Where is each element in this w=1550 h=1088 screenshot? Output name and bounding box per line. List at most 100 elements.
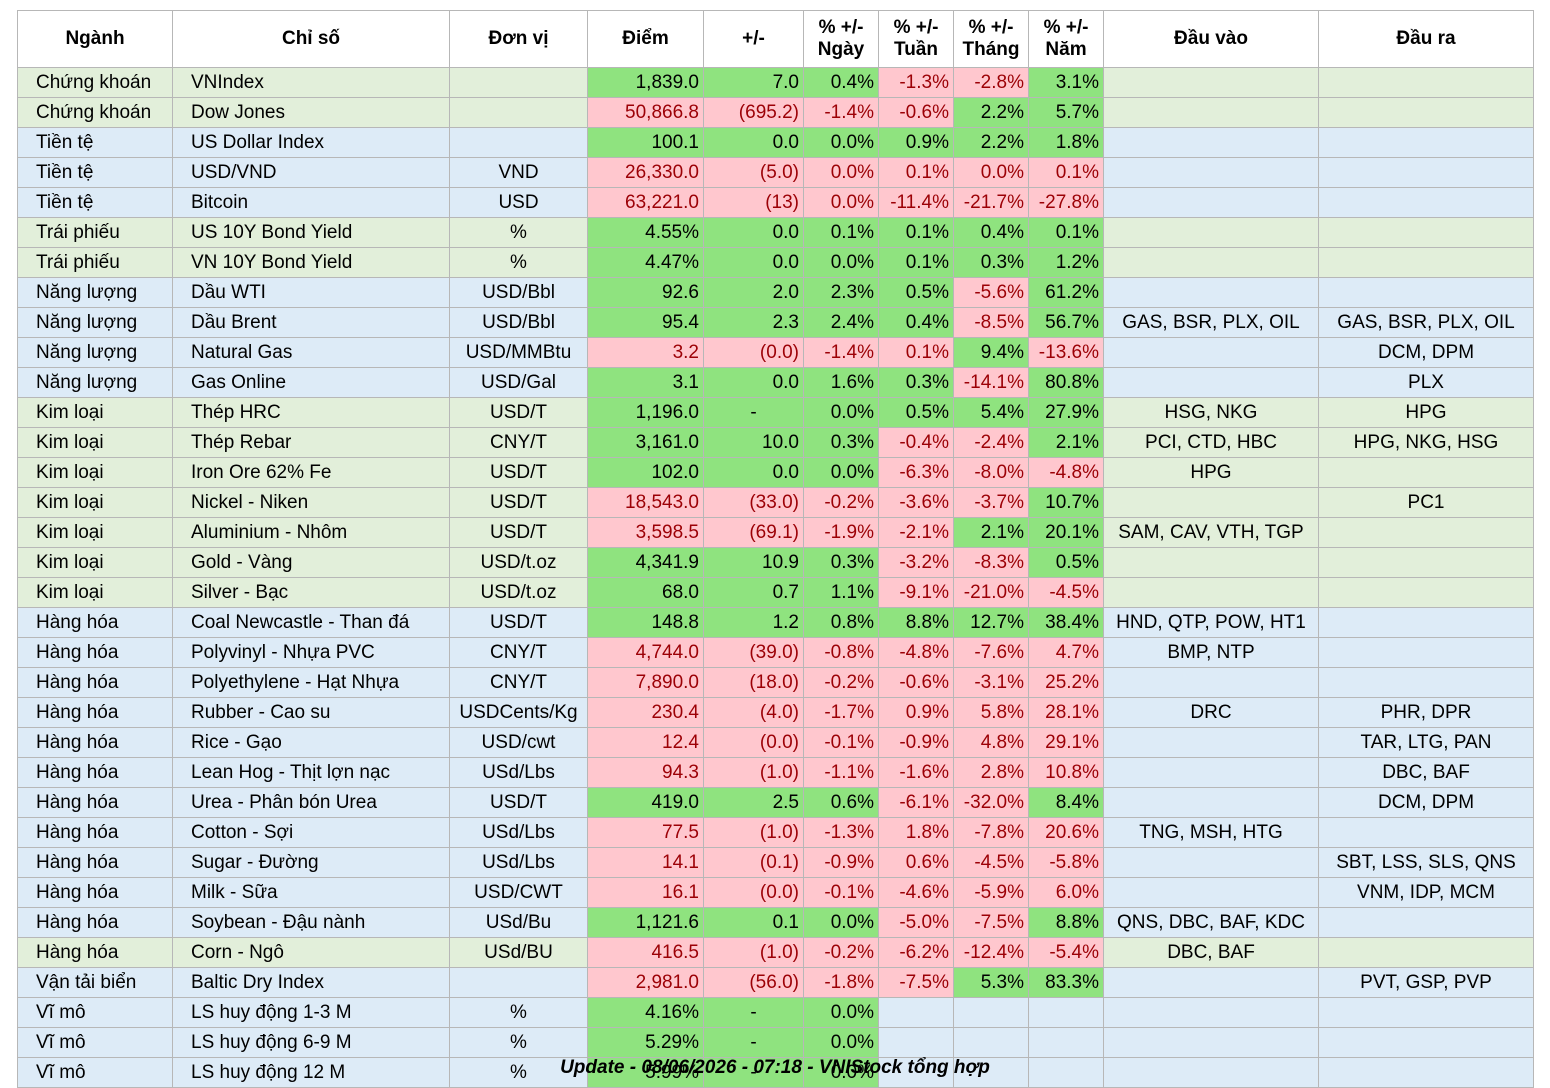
table-row: Tiền tệ Bitcoin USD 63,221.0 (13) 0.0% -11.4% -…: [17, 187, 1534, 218]
cell-donvi: %: [449, 247, 588, 278]
cell-tuan: 0.1%: [878, 217, 954, 248]
cell-nganh: Hàng hóa: [17, 667, 173, 698]
cell-nganh: Hàng hóa: [17, 697, 173, 728]
cell-ngay: -0.2%: [803, 667, 879, 698]
table-row: Hàng hóa Polyvinyl - Nhựa PVC CNY/T 4,744.0…: [17, 637, 1534, 668]
cell-nganh: Kim loại: [17, 517, 173, 548]
table-row: Trái phiếu VN 10Y Bond Yield% 4.47% 0.0 0.0%…: [17, 247, 1534, 278]
cell-ngay: 2.3%: [803, 277, 879, 308]
cell-donvi: USd/Lbs: [449, 847, 588, 878]
cell-chiso: Coal Newcastle - Than đá: [172, 607, 450, 638]
cell-nganh: Hàng hóa: [17, 607, 173, 638]
cell-change: -: [703, 997, 804, 1028]
cell-chiso: Natural Gas: [172, 337, 450, 368]
cell-dauvao: QNS, DBC, BAF, KDC: [1103, 907, 1319, 938]
cell-thang: -7.8%: [953, 817, 1029, 848]
cell-daura: [1318, 547, 1534, 578]
cell-nganh: Vĩ mô: [17, 1027, 173, 1058]
cell-thang: 2.1%: [953, 517, 1029, 548]
cell-dauvao: [1103, 847, 1319, 878]
cell-thang: -7.5%: [953, 907, 1029, 938]
cell-ngay: 1.1%: [803, 577, 879, 608]
cell-tuan: 0.5%: [878, 277, 954, 308]
cell-ngay: -1.3%: [803, 817, 879, 848]
commodity-table-container: Ngành Chỉ số Đơn vị Điểm +/- % +/- Ngày %…: [17, 10, 1534, 1088]
table-row: Vĩ mô LS huy động 6-9 M% 5.29% -0.0%: [17, 1027, 1534, 1058]
cell-dauvao: [1103, 967, 1319, 998]
cell-change: (69.1): [703, 517, 804, 548]
cell-ngay: 0.4%: [803, 67, 879, 98]
cell-daura: PLX: [1318, 367, 1534, 398]
cell-chiso: VN 10Y Bond Yield: [172, 247, 450, 278]
cell-change: (0.0): [703, 877, 804, 908]
cell-tuan: -0.4%: [878, 427, 954, 458]
cell-dauvao: DRC: [1103, 697, 1319, 728]
cell-change: 0.0: [703, 127, 804, 158]
cell-thang: -2.8%: [953, 67, 1029, 98]
cell-chiso: LS huy động 6-9 M: [172, 1027, 450, 1058]
cell-nam: 10.7%: [1028, 487, 1104, 518]
cell-donvi: USD: [449, 187, 588, 218]
cell-nganh: Tiền tệ: [17, 157, 173, 188]
cell-nam: [1028, 1027, 1104, 1058]
cell-daura: DCM, DPM: [1318, 787, 1534, 818]
cell-thang: 0.0%: [953, 157, 1029, 188]
cell-daura: [1318, 97, 1534, 128]
cell-diem: 2,981.0: [587, 967, 704, 998]
cell-nam: 1.2%: [1028, 247, 1104, 278]
cell-dauvao: [1103, 1027, 1319, 1058]
cell-ngay: 0.0%: [803, 187, 879, 218]
cell-diem: 50,866.8: [587, 97, 704, 128]
table-row: Năng lượng Dầu WTI USD/Bbl 92.6 2.0 2.3% 0.5% -…: [17, 277, 1534, 308]
cell-daura: [1318, 157, 1534, 188]
cell-change: (1.0): [703, 817, 804, 848]
cell-change: (0.0): [703, 337, 804, 368]
cell-daura: GAS, BSR, PLX, OIL: [1318, 307, 1534, 338]
header-dauvao: Đầu vào: [1103, 10, 1319, 68]
cell-tuan: -4.6%: [878, 877, 954, 908]
cell-daura: [1318, 577, 1534, 608]
cell-change: (695.2): [703, 97, 804, 128]
cell-nganh: Hàng hóa: [17, 937, 173, 968]
cell-nam: -5.4%: [1028, 937, 1104, 968]
cell-dauvao: [1103, 997, 1319, 1028]
cell-chiso: Silver - Bạc: [172, 577, 450, 608]
cell-nganh: Năng lượng: [17, 367, 173, 398]
cell-tuan: -4.8%: [878, 637, 954, 668]
cell-chiso: LS huy động 1-3 M: [172, 997, 450, 1028]
cell-change: 0.0: [703, 457, 804, 488]
cell-thang: 5.4%: [953, 397, 1029, 428]
cell-donvi: USD/MMBtu: [449, 337, 588, 368]
cell-nam: 61.2%: [1028, 277, 1104, 308]
cell-ngay: 0.0%: [803, 997, 879, 1028]
cell-change: 0.0: [703, 367, 804, 398]
cell-diem: 3,161.0: [587, 427, 704, 458]
table-row: Kim loại Gold - Vàng USD/t.oz 4,341.9 10.9 0.…: [17, 547, 1534, 578]
cell-ngay: -1.4%: [803, 97, 879, 128]
cell-nam: 3.1%: [1028, 67, 1104, 98]
cell-change: 2.5: [703, 787, 804, 818]
cell-nganh: Kim loại: [17, 487, 173, 518]
cell-tuan: 0.9%: [878, 697, 954, 728]
cell-diem: 14.1: [587, 847, 704, 878]
cell-diem: 63,221.0: [587, 187, 704, 218]
cell-nam: 0.1%: [1028, 217, 1104, 248]
table-row: Hàng hóa Rubber - Cao su USDCents/Kg 230.4(…: [17, 697, 1534, 728]
cell-diem: 416.5: [587, 937, 704, 968]
cell-ngay: 2.4%: [803, 307, 879, 338]
cell-tuan: -3.6%: [878, 487, 954, 518]
cell-chiso: US Dollar Index: [172, 127, 450, 158]
cell-daura: [1318, 457, 1534, 488]
cell-donvi: USD/CWT: [449, 877, 588, 908]
cell-tuan: 0.3%: [878, 367, 954, 398]
cell-chiso: Rubber - Cao su: [172, 697, 450, 728]
cell-change: (39.0): [703, 637, 804, 668]
cell-ngay: -1.9%: [803, 517, 879, 548]
cell-daura: [1318, 1027, 1534, 1058]
table-row: Hàng hóa Coal Newcastle - Than đá USD/T 148…: [17, 607, 1534, 638]
cell-chiso: Polyvinyl - Nhựa PVC: [172, 637, 450, 668]
cell-ngay: 1.6%: [803, 367, 879, 398]
cell-thang: -8.0%: [953, 457, 1029, 488]
cell-donvi: VND: [449, 157, 588, 188]
cell-diem: 3.1: [587, 367, 704, 398]
